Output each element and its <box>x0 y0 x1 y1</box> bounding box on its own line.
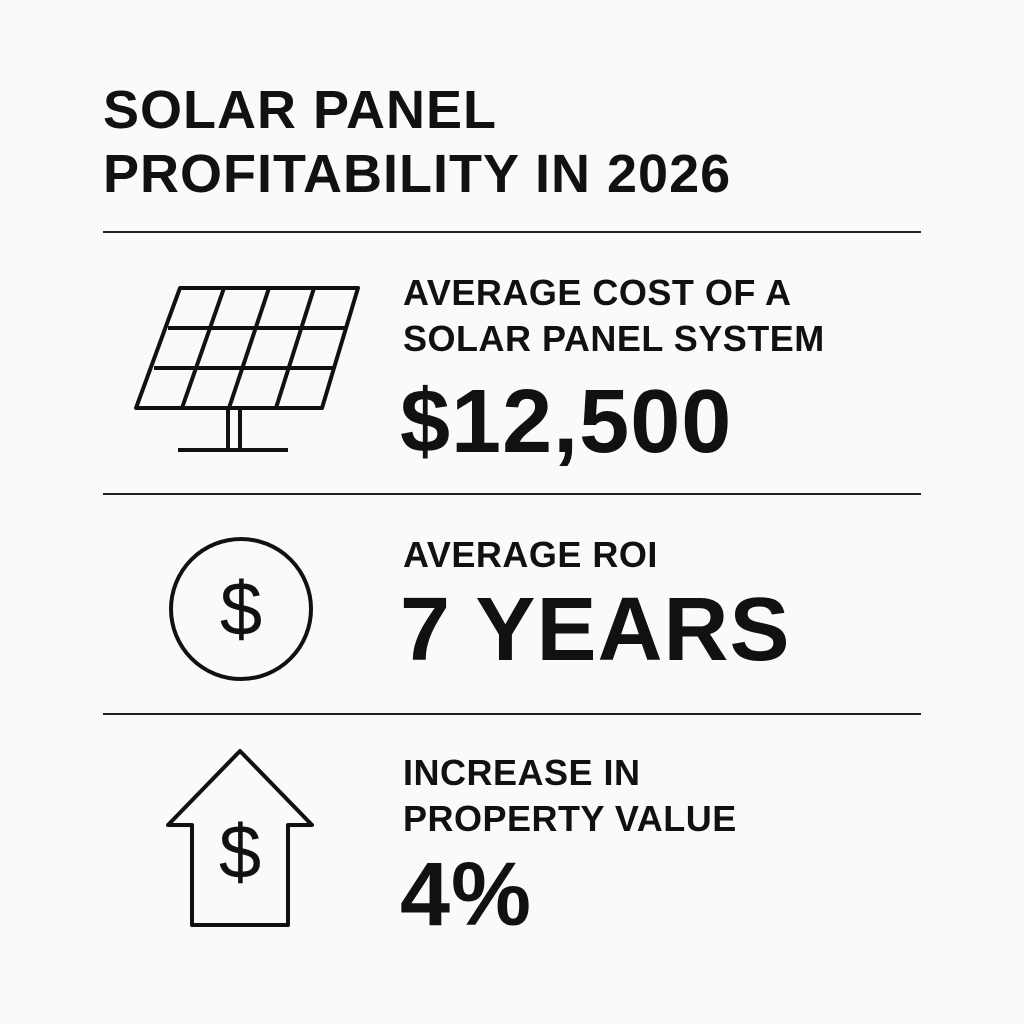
svg-text:$: $ <box>219 810 261 895</box>
divider <box>103 713 921 715</box>
house-arrow-dollar-icon: $ <box>166 749 314 927</box>
roi-value: 7 YEARS <box>400 580 791 680</box>
title-line-2: PROFITABILITY IN 2026 <box>103 144 732 204</box>
dollar-coin-icon: $ <box>169 537 313 681</box>
cost-label-line-2: SOLAR PANEL SYSTEM <box>403 318 825 359</box>
svg-text:$: $ <box>220 567 262 652</box>
title-line-1: SOLAR PANEL <box>103 80 498 140</box>
property-label: INCREASE IN PROPERTY VALUE <box>403 750 737 842</box>
cost-label-line-1: AVERAGE COST OF A <box>403 272 792 313</box>
roi-label: AVERAGE ROI <box>403 534 658 575</box>
cost-value: $12,500 <box>400 372 733 472</box>
solar-panel-icon <box>134 286 360 452</box>
divider <box>103 493 921 495</box>
property-label-line-1: INCREASE IN <box>403 752 641 793</box>
divider <box>103 231 921 233</box>
property-label-line-2: PROPERTY VALUE <box>403 798 737 839</box>
page-title: SOLAR PANEL PROFITABILITY IN 2026 <box>103 78 731 206</box>
cost-label: AVERAGE COST OF A SOLAR PANEL SYSTEM <box>403 270 825 362</box>
property-value: 4% <box>400 845 533 945</box>
